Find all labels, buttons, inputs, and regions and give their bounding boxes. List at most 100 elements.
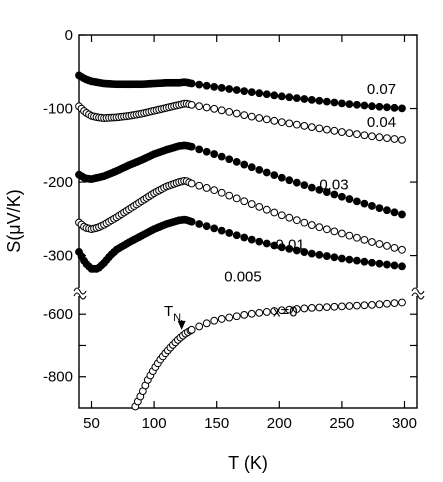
data-point <box>390 103 399 112</box>
axis-break-wave <box>73 292 87 300</box>
data-point <box>240 160 249 169</box>
series-0-005 <box>75 215 406 273</box>
data-point <box>368 132 376 141</box>
x-axis-ticks: 50 100 150 200 250 300 <box>83 35 417 432</box>
data-point <box>225 85 234 93</box>
data-point <box>187 179 196 188</box>
data-point <box>232 86 241 94</box>
series-0-04 <box>75 99 406 144</box>
data-point <box>322 252 331 260</box>
data-point <box>285 244 294 253</box>
data-point <box>232 194 241 203</box>
data-point <box>232 158 241 166</box>
data-point <box>330 302 339 311</box>
data-point <box>262 168 271 177</box>
x-tick-label: 150 <box>204 415 229 432</box>
data-point <box>292 178 301 187</box>
data-point <box>277 243 286 252</box>
data-point <box>315 250 324 259</box>
data-point <box>353 130 361 139</box>
data-point <box>240 87 249 95</box>
data-point <box>368 238 376 246</box>
data-point <box>345 255 354 264</box>
data-point <box>315 185 324 194</box>
y-tick-label: -800 <box>43 369 73 386</box>
y-tick-label: -200 <box>43 174 73 191</box>
data-point <box>315 96 324 105</box>
x-tick-label: 100 <box>142 415 167 432</box>
x-tick-label: 50 <box>83 415 100 432</box>
data-point <box>353 301 361 310</box>
data-point <box>307 303 316 312</box>
data-point <box>307 123 316 132</box>
data-point <box>217 106 226 115</box>
data-point <box>202 103 211 112</box>
data-point <box>210 224 219 233</box>
data-point <box>270 208 279 217</box>
data-point <box>187 100 196 109</box>
data-point <box>337 254 346 263</box>
data-point <box>390 208 399 217</box>
data-point <box>225 108 234 116</box>
data-point <box>330 253 339 262</box>
data-point <box>307 95 316 104</box>
data-point <box>307 183 316 192</box>
data-point <box>247 235 256 244</box>
data-point <box>375 259 384 268</box>
data-point <box>187 325 196 334</box>
data-point <box>225 229 234 237</box>
y-axis-ticks: 0 -100 -200 -300 -600 -800 <box>43 27 417 386</box>
data-point <box>262 115 271 124</box>
data-point <box>368 300 376 309</box>
data-point <box>398 104 406 113</box>
data-point <box>202 319 211 328</box>
data-point <box>337 192 346 201</box>
data-point <box>187 217 196 226</box>
data-point <box>240 197 249 206</box>
data-point <box>187 142 196 151</box>
data-point <box>232 109 241 118</box>
series-labels: 0.07 0.04 0.03 0.01 0.005 x=0 <box>224 81 396 321</box>
data-point <box>383 260 391 269</box>
data-point <box>285 213 294 222</box>
data-point <box>360 301 369 310</box>
x-tick-label: 250 <box>329 415 354 432</box>
data-point <box>255 165 264 174</box>
data-point <box>337 128 346 136</box>
data-point <box>345 302 354 310</box>
data-point <box>240 111 249 119</box>
data-point <box>292 305 301 313</box>
axis-break-gap <box>73 288 85 296</box>
axis-break-marks <box>73 287 425 300</box>
data-point <box>353 233 361 242</box>
series-layer <box>75 71 406 411</box>
data-point <box>315 223 324 232</box>
series-0-01 <box>75 176 406 254</box>
data-point <box>375 102 384 111</box>
data-point <box>390 135 399 143</box>
data-point <box>225 191 234 200</box>
y-tick-label: -100 <box>43 101 73 118</box>
data-point <box>232 312 241 321</box>
data-point <box>217 226 226 235</box>
data-point <box>292 120 301 129</box>
data-point <box>255 114 264 122</box>
data-point <box>285 119 294 128</box>
data-point <box>330 227 339 236</box>
data-point <box>390 261 399 270</box>
data-point <box>262 90 271 99</box>
data-point <box>195 220 204 228</box>
data-point <box>337 99 346 108</box>
data-point <box>398 210 406 219</box>
data-point <box>322 125 331 134</box>
data-point <box>270 241 279 250</box>
data-point <box>285 176 294 185</box>
data-point <box>307 249 316 258</box>
data-point <box>225 155 234 164</box>
data-point <box>315 124 324 133</box>
data-point <box>262 205 271 214</box>
data-point <box>247 200 256 208</box>
data-point <box>210 186 219 195</box>
data-point <box>277 306 286 315</box>
data-point <box>383 299 391 308</box>
